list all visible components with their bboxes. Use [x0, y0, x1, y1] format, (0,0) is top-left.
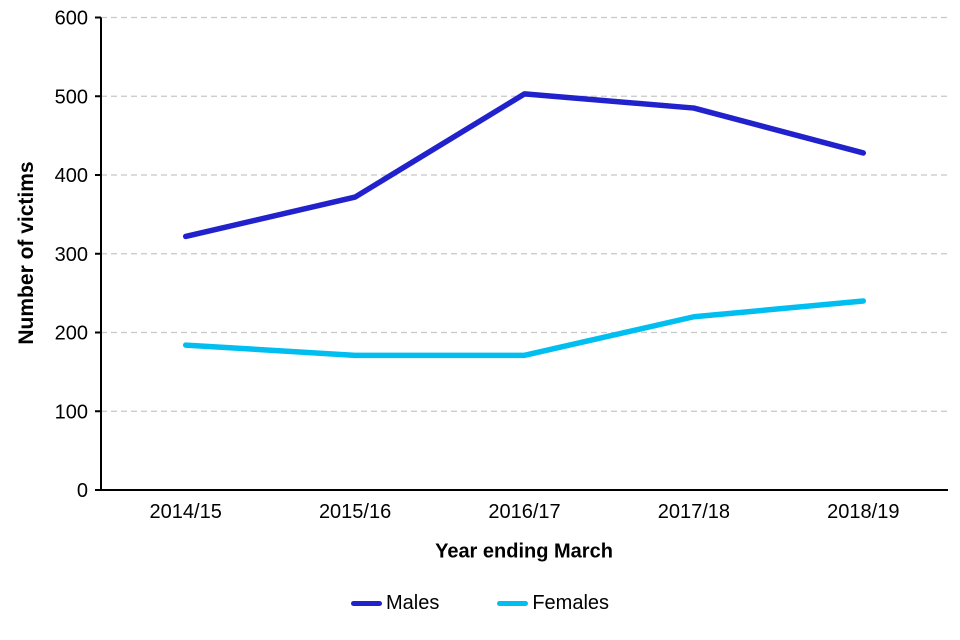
x-tick-label: 2014/15 — [150, 501, 222, 523]
y-tick-label: 200 — [55, 323, 88, 345]
males-line — [182, 91, 867, 240]
males-line-swatch — [350, 601, 382, 606]
females-line-swatch — [497, 601, 529, 606]
y-tick-label: 600 — [55, 8, 88, 30]
legend-item-males: Males — [350, 592, 440, 615]
x-tick-label: 2018/19 — [827, 501, 899, 523]
legend-item-females: Females — [497, 592, 609, 615]
x-axis-title: Year ending March — [435, 540, 613, 563]
y-axis-title: Number of victims — [15, 161, 38, 345]
y-tick-label: 100 — [55, 401, 88, 423]
females-line — [182, 298, 867, 359]
x-tick-label: 2016/17 — [488, 501, 560, 523]
y-tick-label: 500 — [55, 86, 88, 108]
y-tick-label: 0 — [77, 480, 88, 502]
chart-legend: Males Females — [0, 592, 960, 615]
legend-label-females: Females — [532, 592, 610, 614]
x-tick-label: 2017/18 — [658, 501, 730, 523]
y-tick-label: 400 — [55, 165, 88, 187]
x-tick-label: 2015/16 — [319, 501, 391, 523]
legend-label-males: Males — [385, 592, 440, 614]
y-tick-label: 300 — [55, 244, 88, 266]
